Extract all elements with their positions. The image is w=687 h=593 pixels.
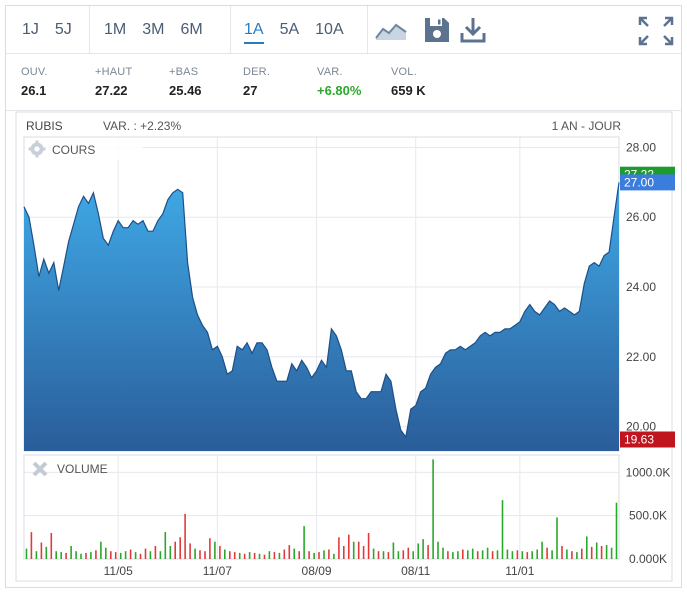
stat-label: +HAUT xyxy=(95,66,133,78)
volume-pane-title: VOLUME xyxy=(57,462,108,476)
period-1m-button[interactable]: 1M xyxy=(104,21,127,38)
save-icon[interactable] xyxy=(423,16,453,44)
toolbar-divider xyxy=(367,6,368,53)
price-y-tick-label: 24.00 xyxy=(626,280,656,294)
fullscreen-icon[interactable] xyxy=(638,16,674,46)
stat-value: 27 xyxy=(243,83,258,98)
chart-symbol: RUBIS xyxy=(26,119,63,133)
price-pane-title: COURS xyxy=(52,143,95,157)
volume-y-tick-label: 1000.0K xyxy=(626,465,671,479)
price-low-label-bg xyxy=(620,431,675,448)
price-last-label: 27.00 xyxy=(620,174,675,191)
stat-volume: VOL. 659 K xyxy=(391,66,426,98)
volume-y-tick-label: 500.0K xyxy=(629,509,667,523)
stat-low: +BAS 25.46 xyxy=(169,66,202,98)
stat-label: OUV. xyxy=(21,66,48,78)
volume-y-tick-label: 0.000K xyxy=(629,552,667,566)
volume-pane-border xyxy=(23,454,620,560)
price-last-label-text: 27.00 xyxy=(624,175,654,189)
price-y-tick-label: 20.00 xyxy=(626,420,656,434)
price-low-label-text: 19.63 xyxy=(624,433,654,447)
price-y-tick-label: 26.00 xyxy=(626,210,656,224)
quote-stats: OUV. 26.1 +HAUT 27.22 +BAS 25.46 DER. 27… xyxy=(6,54,681,111)
toolbar-divider xyxy=(230,6,231,53)
period-3m-button[interactable]: 3M xyxy=(142,21,165,38)
stat-value: 27.22 xyxy=(95,83,128,98)
period-1y-button[interactable]: 1A xyxy=(236,6,272,53)
period-5d-button[interactable]: 5J xyxy=(54,21,72,38)
volume-pane-header: VOLUME xyxy=(32,461,108,477)
stat-variation: VAR. +6.80% xyxy=(317,66,361,98)
x-axis-ticks: 11/05 11/07 08/09 08/11 11/01 xyxy=(104,564,535,578)
gear-icon[interactable] xyxy=(28,140,46,158)
stat-label: +BAS xyxy=(169,66,199,78)
period-group-short: 1J 5J xyxy=(14,6,80,53)
period-5y-button[interactable]: 5A xyxy=(279,21,300,38)
period-10y-button[interactable]: 10A xyxy=(315,21,344,38)
download-icon[interactable] xyxy=(459,16,489,44)
price-pane-header-bg xyxy=(25,138,143,160)
stat-value: 26.1 xyxy=(21,83,47,98)
chart-scale: 1 AN - JOUR xyxy=(552,119,622,133)
period-1d-button[interactable]: 1J xyxy=(22,21,39,38)
price-area xyxy=(24,182,619,451)
x-tick-label: 11/05 xyxy=(104,564,133,578)
chart-variation: VAR. : +2.23% xyxy=(103,119,181,133)
price-pane-header: COURS xyxy=(25,138,143,160)
stat-value: 659 K xyxy=(391,83,426,98)
close-icon[interactable] xyxy=(32,461,48,477)
period-6m-button[interactable]: 6M xyxy=(180,21,203,38)
stat-open: OUV. 26.1 xyxy=(21,66,48,98)
stat-label: VAR. xyxy=(317,66,343,78)
stat-last: DER. 27 xyxy=(243,66,270,98)
x-tick-label: 08/09 xyxy=(302,564,332,578)
chart-frame xyxy=(15,111,673,582)
x-tick-label: 11/01 xyxy=(505,564,534,578)
stat-value: +6.80% xyxy=(317,83,362,98)
period-group-months: 1M 3M 6M xyxy=(96,6,211,53)
x-tick-label: 11/07 xyxy=(203,564,232,578)
stat-high: +HAUT 27.22 xyxy=(95,66,132,98)
x-tick-label: 08/11 xyxy=(401,564,430,578)
volume-bars xyxy=(25,459,618,559)
price-low-label: 19.63 xyxy=(620,431,675,448)
period-group-years: 1A 5A 10A xyxy=(236,6,352,53)
price-last-label-bg xyxy=(620,174,675,191)
y-axis-ticks: 28.00 26.00 24.00 22.00 20.00 1000.0K 500.0K 0.… xyxy=(626,140,671,566)
price-y-tick-label: 28.00 xyxy=(626,140,656,154)
price-y-tick-label: 22.00 xyxy=(626,350,656,364)
price-line xyxy=(23,182,620,439)
stat-value: 25.46 xyxy=(169,83,202,98)
toolbar-divider xyxy=(89,6,90,53)
stat-label: DER. xyxy=(243,66,271,78)
chart-type-icon[interactable] xyxy=(374,16,407,44)
toolbar: 1J 5J 1M 3M 6M 1A 5A 10A xyxy=(6,6,681,54)
stat-label: VOL. xyxy=(391,66,417,78)
